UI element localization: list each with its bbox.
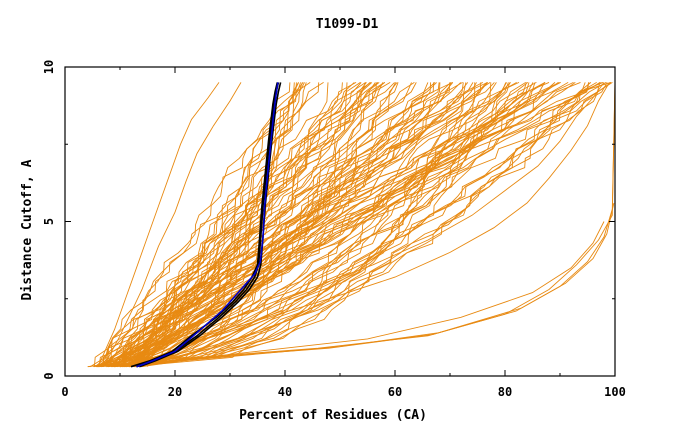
model-curve [107, 82, 467, 368]
model-curve [121, 82, 397, 368]
series-line-orange [119, 202, 615, 368]
series-line-orange [119, 221, 605, 368]
model-curve [116, 82, 454, 368]
model-curve [147, 82, 376, 367]
model-curve [119, 82, 546, 368]
model-curve [109, 82, 324, 367]
model-curve [117, 82, 367, 367]
model-curve [123, 82, 527, 368]
model-curve [129, 82, 474, 368]
model-curve [97, 82, 437, 368]
x-tick-label: 40 [278, 385, 292, 399]
model-curve [98, 82, 517, 367]
x-tick-label: 80 [498, 385, 512, 399]
model-curve [113, 82, 304, 368]
model-curve [116, 81, 574, 367]
model-curve [125, 82, 601, 368]
curves-layer [87, 81, 616, 368]
model-curve [122, 82, 488, 368]
y-axis-label: Distance Cutoff, A [20, 159, 35, 300]
model-curve [126, 82, 612, 368]
x-tick-label: 100 [604, 385, 626, 399]
model-curve [137, 82, 320, 367]
model-curve [138, 82, 355, 367]
model-curve [93, 82, 380, 368]
series-line-orange [125, 82, 605, 368]
model-curve [142, 82, 601, 367]
series-line-orange [103, 82, 242, 367]
y-tick-label: 5 [42, 218, 56, 225]
model-curve [129, 82, 476, 368]
series-line-orange [130, 82, 610, 368]
model-curve [136, 82, 489, 367]
x-tick-label: 60 [388, 385, 402, 399]
model-curve [136, 82, 477, 368]
y-tick-label: 10 [42, 60, 56, 74]
series-line-orange [97, 82, 220, 367]
model-curve [94, 82, 484, 368]
model-curve [137, 82, 300, 367]
model-curve [126, 82, 482, 368]
y-tick-label: 0 [42, 372, 56, 379]
model-curve [122, 82, 556, 368]
model-curve [115, 82, 546, 368]
x-tick-label: 20 [168, 385, 182, 399]
ticks-layer: 0 20 40 60 80 100 0 5 10 [42, 60, 626, 399]
model-curve [108, 82, 462, 368]
model-curve [117, 82, 372, 368]
model-curve [133, 82, 590, 368]
model-curve [102, 82, 429, 367]
series-line-orange [114, 82, 616, 368]
model-curve [89, 82, 386, 368]
model-curve [115, 82, 592, 368]
x-tick-label: 0 [61, 385, 68, 399]
model-curve [99, 82, 299, 368]
model-curve [120, 81, 560, 367]
model-curve [135, 81, 581, 368]
model-curve [124, 82, 586, 368]
x-axis-label: Percent of Residues (CA) [239, 408, 427, 423]
chart-title: T1099-D1 [316, 17, 379, 32]
series-line-black [136, 82, 280, 368]
model-curve [114, 82, 302, 368]
model-curve [110, 82, 432, 368]
model-curve [133, 82, 452, 367]
series-line-blue [136, 82, 279, 368]
series-line-black [130, 82, 279, 368]
model-curve [105, 82, 357, 367]
model-curve [130, 82, 512, 368]
model-curve [141, 82, 597, 368]
